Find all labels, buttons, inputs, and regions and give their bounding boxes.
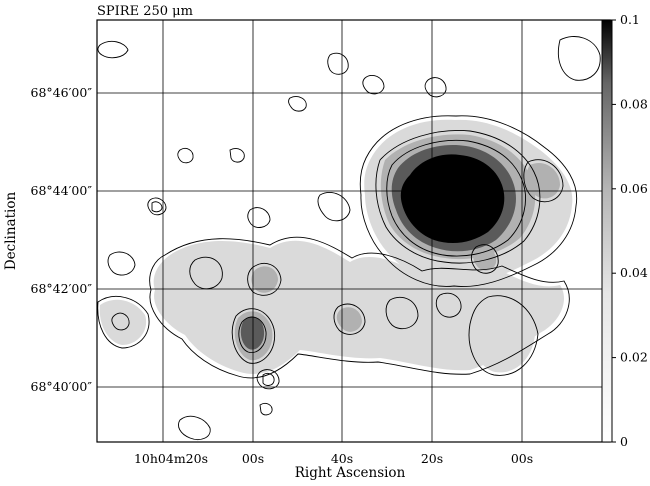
colorbar-tick-label: 0.04 xyxy=(620,265,648,280)
colorbar-tick-label: 0.06 xyxy=(620,181,648,196)
saturated-peak xyxy=(400,154,505,244)
colorbar: 0.1 0.08 0.06 0.04 0.02 0 xyxy=(601,12,648,449)
coordinate-grid xyxy=(97,20,610,442)
dec-tick-label: 68°42′00″ xyxy=(31,281,93,296)
dec-tick-label: 68°44′00″ xyxy=(31,183,93,198)
ra-tick-label: 00s xyxy=(242,451,264,466)
colorbar-tick-label: 0.08 xyxy=(620,96,648,111)
ra-tick-label: 40s xyxy=(331,451,353,466)
dec-tick-labels: 68°46′00″ 68°44′00″ 68°42′00″ 68°40′00″ xyxy=(31,85,93,394)
intensity-map xyxy=(96,19,611,443)
dec-tick-label: 68°46′00″ xyxy=(31,85,93,100)
colorbar-tick-label: 0.02 xyxy=(620,350,648,365)
colorbar-ticks: 0.1 0.08 0.06 0.04 0.02 0 xyxy=(612,12,648,449)
colorbar-tick-label: 0.1 xyxy=(620,12,640,27)
x-axis-label: Right Ascension xyxy=(295,465,406,481)
ra-tick-labels: 10h04m20s 00s 40s 20s 00s xyxy=(134,451,533,466)
ra-tick-label: 00s xyxy=(511,451,533,466)
colorbar-tick-label: 0 xyxy=(620,434,628,449)
ra-tick-label: 10h04m20s xyxy=(134,451,208,466)
colorbar-gradient xyxy=(601,19,613,443)
figure-title: SPIRE 250 μm xyxy=(97,4,193,19)
contour-lines xyxy=(97,36,601,440)
dec-tick-label: 68°40′00″ xyxy=(31,379,93,394)
y-axis-label: Declination xyxy=(3,192,19,271)
ra-tick-label: 20s xyxy=(421,451,443,466)
ra-tick-label-first: 10h04m20s xyxy=(134,451,208,466)
